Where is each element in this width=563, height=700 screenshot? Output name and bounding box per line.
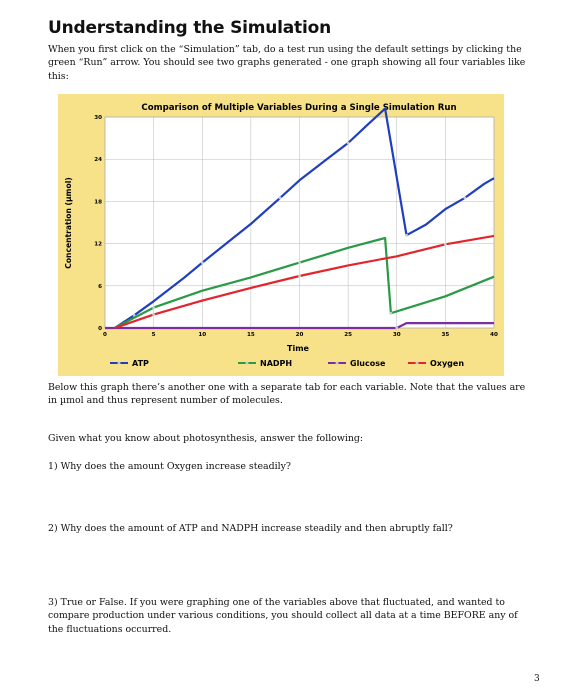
legend-marker [415, 361, 419, 365]
legend: ATP NADPH Glucose Oxygen [110, 359, 464, 368]
y-tick-label: 18 [94, 199, 102, 205]
data-point [463, 196, 467, 200]
legend-label: ATP [132, 359, 149, 368]
comparison-chart: Comparison of Multiple Variables During … [58, 94, 504, 376]
axis-layer: 0 5 10 15 20 25 30 35 40 0 6 12 18 24 30 [94, 115, 498, 338]
chart-title: Comparison of Multiple Variables During … [141, 103, 456, 113]
data-point [405, 233, 408, 237]
y-tick-label: 30 [94, 115, 102, 121]
y-tick-label: 12 [94, 242, 102, 248]
y-axis-label: Concentration (µmol) [64, 177, 73, 269]
data-point [298, 274, 301, 278]
series-layer [105, 107, 495, 330]
x-tick-label: 40 [490, 332, 498, 338]
intro-paragraph: When you first click on the “Simulation”… [48, 44, 526, 82]
series-line-glucose [105, 322, 494, 330]
y-tick-label: 0 [98, 326, 102, 332]
legend-marker [117, 361, 121, 365]
legend-label: NADPH [260, 359, 292, 368]
data-point [278, 196, 282, 200]
x-tick-label: 10 [198, 332, 206, 338]
x-tick-label: 35 [441, 332, 449, 338]
series-line-atp [114, 107, 495, 329]
page-title: Understanding the Simulation [48, 18, 331, 38]
data-point [395, 326, 399, 330]
after-chart-paragraph: Below this graph there’s another one wit… [48, 382, 526, 407]
y-tick-label: 6 [98, 284, 102, 290]
x-tick-label: 20 [296, 332, 304, 338]
x-axis-label: Time [287, 344, 310, 353]
instruction-text: Given what you know about photosynthesis… [48, 433, 364, 444]
page-number: 3 [534, 674, 540, 684]
x-tick-label: 15 [247, 332, 255, 338]
data-point [389, 311, 393, 315]
series-line-nadph [114, 236, 495, 329]
y-tick-label: 24 [94, 157, 102, 163]
x-tick-label: 25 [344, 332, 352, 338]
legend-marker [245, 361, 249, 365]
question-3: 3) True or False. If you were graphing o… [48, 597, 518, 635]
legend-label: Oxygen [430, 359, 464, 368]
chart-svg: Comparison of Multiple Variables During … [64, 103, 498, 368]
data-point [152, 306, 156, 310]
data-point [132, 313, 136, 317]
question-2: 2) Why does the amount of ATP and NADPH … [48, 523, 453, 534]
x-tick-label: 30 [393, 332, 401, 338]
data-point [346, 141, 350, 145]
x-tick-label: 0 [103, 332, 107, 338]
question-1: 1) Why does the amount Oxygen increase s… [48, 461, 291, 472]
x-tick-label: 5 [152, 332, 156, 338]
data-point [200, 261, 204, 264]
data-point [443, 242, 447, 246]
data-point [298, 261, 301, 264]
legend-marker [335, 361, 339, 365]
legend-label: Glucose [350, 359, 386, 368]
data-point [152, 313, 156, 317]
